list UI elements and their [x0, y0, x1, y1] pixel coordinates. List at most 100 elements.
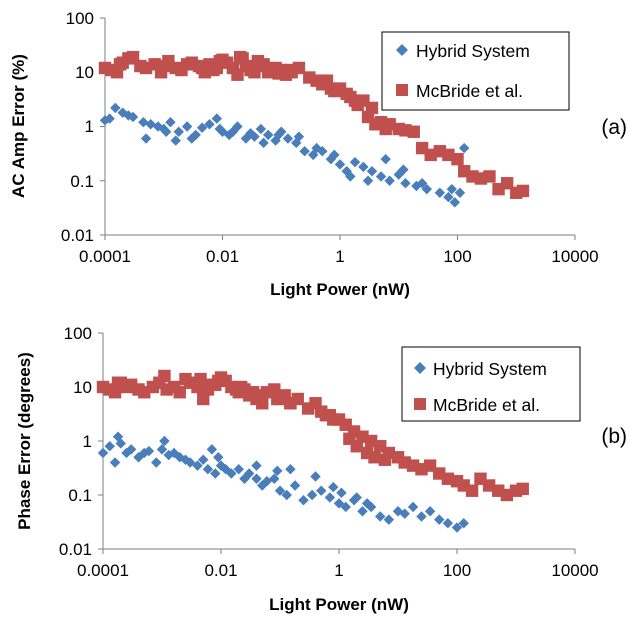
mcbride-point — [351, 98, 364, 112]
hybrid-system-point — [424, 506, 436, 517]
panel-a-ytick-label: 100 — [66, 9, 94, 28]
hybrid-system-point — [328, 481, 339, 493]
mcbride-point — [516, 482, 529, 496]
hybrid-system-point — [357, 506, 368, 517]
hybrid-system-point — [151, 457, 162, 468]
mcbride-point — [254, 59, 268, 73]
hybrid-system-point — [138, 117, 149, 128]
hybrid-system-point — [263, 129, 274, 141]
panel-b-xtick-label: 10000 — [551, 561, 598, 580]
hybrid-system-point — [117, 107, 128, 118]
mcbride-point — [197, 392, 210, 406]
panel-b-y-axis-title: Phase Error (degrees) — [15, 352, 34, 530]
mcbride-point — [268, 383, 281, 396]
hybrid-system-point — [458, 518, 469, 529]
hybrid-system-point — [258, 137, 269, 149]
hybrid-system-point — [281, 489, 292, 501]
panel-b-xtick-label: 0.0001 — [77, 561, 129, 580]
mcbride-point — [483, 170, 496, 183]
hybrid-system-point — [351, 492, 362, 503]
hybrid-system-point — [358, 161, 369, 173]
hybrid-system-point — [109, 457, 121, 468]
hybrid-system-point — [384, 175, 395, 186]
mcbride-point — [195, 61, 209, 75]
hybrid-system-point — [104, 113, 115, 124]
hybrid-system-point — [306, 489, 318, 501]
hybrid-system-point — [310, 471, 321, 482]
panel-a-xtick-label: 10000 — [551, 247, 598, 266]
mcbride-point — [231, 68, 244, 81]
panel-b-label: (b) — [601, 425, 627, 448]
mcbride-point — [350, 440, 363, 453]
hybrid-system-point — [416, 511, 427, 522]
hybrid-system-point — [227, 126, 239, 137]
mcbride-point — [368, 451, 381, 464]
panel-a-x-axis-title: Light Power (nW) — [270, 280, 410, 299]
hybrid-system-point — [160, 126, 172, 137]
panel-a-ytick-label: 0.01 — [61, 226, 94, 245]
mcbride-point — [369, 118, 382, 131]
mcbride-point — [465, 484, 479, 497]
mcbride-point — [272, 67, 285, 80]
mcbride-point — [158, 369, 171, 383]
mcbride-point — [253, 389, 266, 402]
hybrid-system-point — [375, 171, 387, 182]
hybrid-system-point — [449, 197, 461, 208]
hybrid-system-point — [110, 102, 121, 114]
mcbride-point — [516, 184, 530, 198]
hybrid-system-point — [165, 117, 176, 128]
hybrid-system-point — [289, 480, 301, 491]
hybrid-system-point — [112, 431, 124, 442]
legend-diamond-marker — [414, 362, 426, 374]
panel-b-xtick-label: 1 — [334, 561, 343, 580]
panel-b-xtick-label: 0.01 — [204, 561, 237, 580]
hybrid-system-point — [362, 175, 374, 186]
hybrid-system-point — [163, 449, 174, 461]
hybrid-system-point — [443, 191, 454, 203]
panel-b-plot-area — [96, 369, 529, 533]
panel-b-ytick-label: 100 — [64, 324, 92, 343]
mcbride-point — [111, 376, 125, 389]
panel-a-xtick-label: 1 — [335, 247, 344, 266]
legend-square-marker — [414, 398, 426, 410]
hybrid-system-point — [285, 464, 296, 475]
hybrid-system-point — [334, 159, 346, 170]
mcbride-point — [113, 58, 127, 71]
hybrid-system-point — [127, 111, 139, 123]
hybrid-system-point — [324, 492, 336, 503]
hybrid-system-point — [97, 447, 109, 459]
hybrid-system-point — [375, 511, 386, 522]
hybrid-system-point — [210, 468, 221, 479]
panel-b-legend: Hybrid System McBride et al. — [401, 346, 581, 422]
hybrid-system-point — [184, 457, 196, 468]
hybrid-system-point — [211, 113, 223, 124]
hybrid-system-point — [416, 178, 428, 189]
hybrid-system-point — [380, 153, 391, 165]
panel-a-legend: Hybrid System McBride et al. — [381, 31, 570, 111]
mcbride-point — [173, 386, 186, 399]
hybrid-system-point — [392, 506, 404, 517]
mcbride-point — [285, 63, 298, 77]
mcbride-point — [108, 386, 122, 399]
hybrid-system-point — [434, 514, 445, 525]
hybrid-system-point — [220, 464, 231, 475]
hybrid-system-point — [454, 187, 466, 198]
hybrid-system-point — [298, 495, 309, 506]
hybrid-system-point — [156, 444, 168, 455]
hybrid-system-point — [206, 444, 218, 455]
legend-square-marker — [396, 84, 408, 96]
panel-b-ytick-label: 10 — [73, 378, 92, 397]
hybrid-system-point — [361, 498, 373, 509]
mcbride-point — [500, 177, 514, 190]
hybrid-system-point — [143, 445, 155, 457]
hybrid-system-point — [202, 464, 214, 475]
hybrid-system-point — [299, 146, 310, 157]
mcbride-point — [379, 122, 392, 136]
panel-a-xtick-label: 0.0001 — [79, 247, 131, 266]
hybrid-system-point — [196, 122, 208, 133]
panel-a-label: (a) — [601, 116, 627, 139]
hybrid-system-point — [226, 468, 237, 479]
hybrid-system-point — [336, 487, 347, 498]
mcbride-point — [212, 374, 225, 388]
